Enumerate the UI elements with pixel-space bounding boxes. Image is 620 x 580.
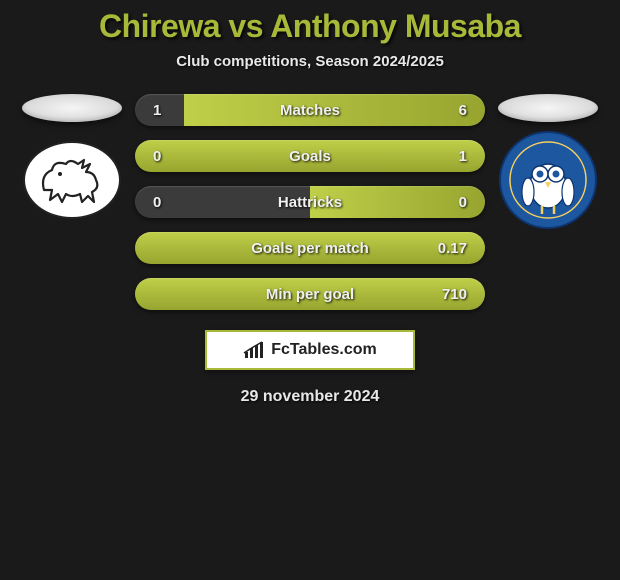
stat-row-goals: 0 Goals 1 bbox=[135, 140, 485, 172]
left-player-silhouette bbox=[22, 94, 122, 122]
stat-right-value: 0.17 bbox=[438, 240, 467, 257]
left-club-crest bbox=[22, 140, 122, 220]
brand-label: FcTables.com bbox=[271, 341, 377, 359]
stat-row-goals-per-match: Goals per match 0.17 bbox=[135, 232, 485, 264]
stats-column: 1 Matches 6 0 Goals 1 0 Hattricks 0 Goals per mat… bbox=[135, 94, 485, 310]
page-title: Chirewa vs Anthony Musaba bbox=[10, 8, 610, 45]
stat-right-value: 6 bbox=[459, 102, 467, 119]
stat-left-value: 1 bbox=[153, 102, 161, 119]
stat-label: Matches bbox=[280, 102, 340, 119]
stat-right-value: 0 bbox=[459, 194, 467, 211]
stat-label: Goals per match bbox=[251, 240, 369, 257]
stat-row-hattricks: 0 Hattricks 0 bbox=[135, 186, 485, 218]
left-player-col bbox=[17, 94, 127, 220]
stat-label: Min per goal bbox=[266, 286, 354, 303]
stat-label: Goals bbox=[289, 148, 331, 165]
stat-right-value: 710 bbox=[442, 286, 467, 303]
comparison-infographic: Chirewa vs Anthony Musaba Club competiti… bbox=[0, 0, 620, 406]
stat-label: Hattricks bbox=[278, 194, 342, 211]
brand-chart-icon bbox=[243, 340, 265, 360]
right-club-crest bbox=[498, 140, 598, 220]
date-label: 29 november 2024 bbox=[10, 388, 610, 406]
stat-left-value: 0 bbox=[153, 194, 161, 211]
stat-row-matches: 1 Matches 6 bbox=[135, 94, 485, 126]
right-player-silhouette bbox=[498, 94, 598, 122]
subtitle: Club competitions, Season 2024/2025 bbox=[10, 53, 610, 70]
stat-row-min-per-goal: Min per goal 710 bbox=[135, 278, 485, 310]
stat-right-value: 1 bbox=[459, 148, 467, 165]
right-player-col bbox=[493, 94, 603, 220]
brand-watermark[interactable]: FcTables.com bbox=[205, 330, 415, 370]
stat-left-value: 0 bbox=[153, 148, 161, 165]
main-row: 1 Matches 6 0 Goals 1 0 Hattricks 0 Goals per mat… bbox=[10, 94, 610, 310]
